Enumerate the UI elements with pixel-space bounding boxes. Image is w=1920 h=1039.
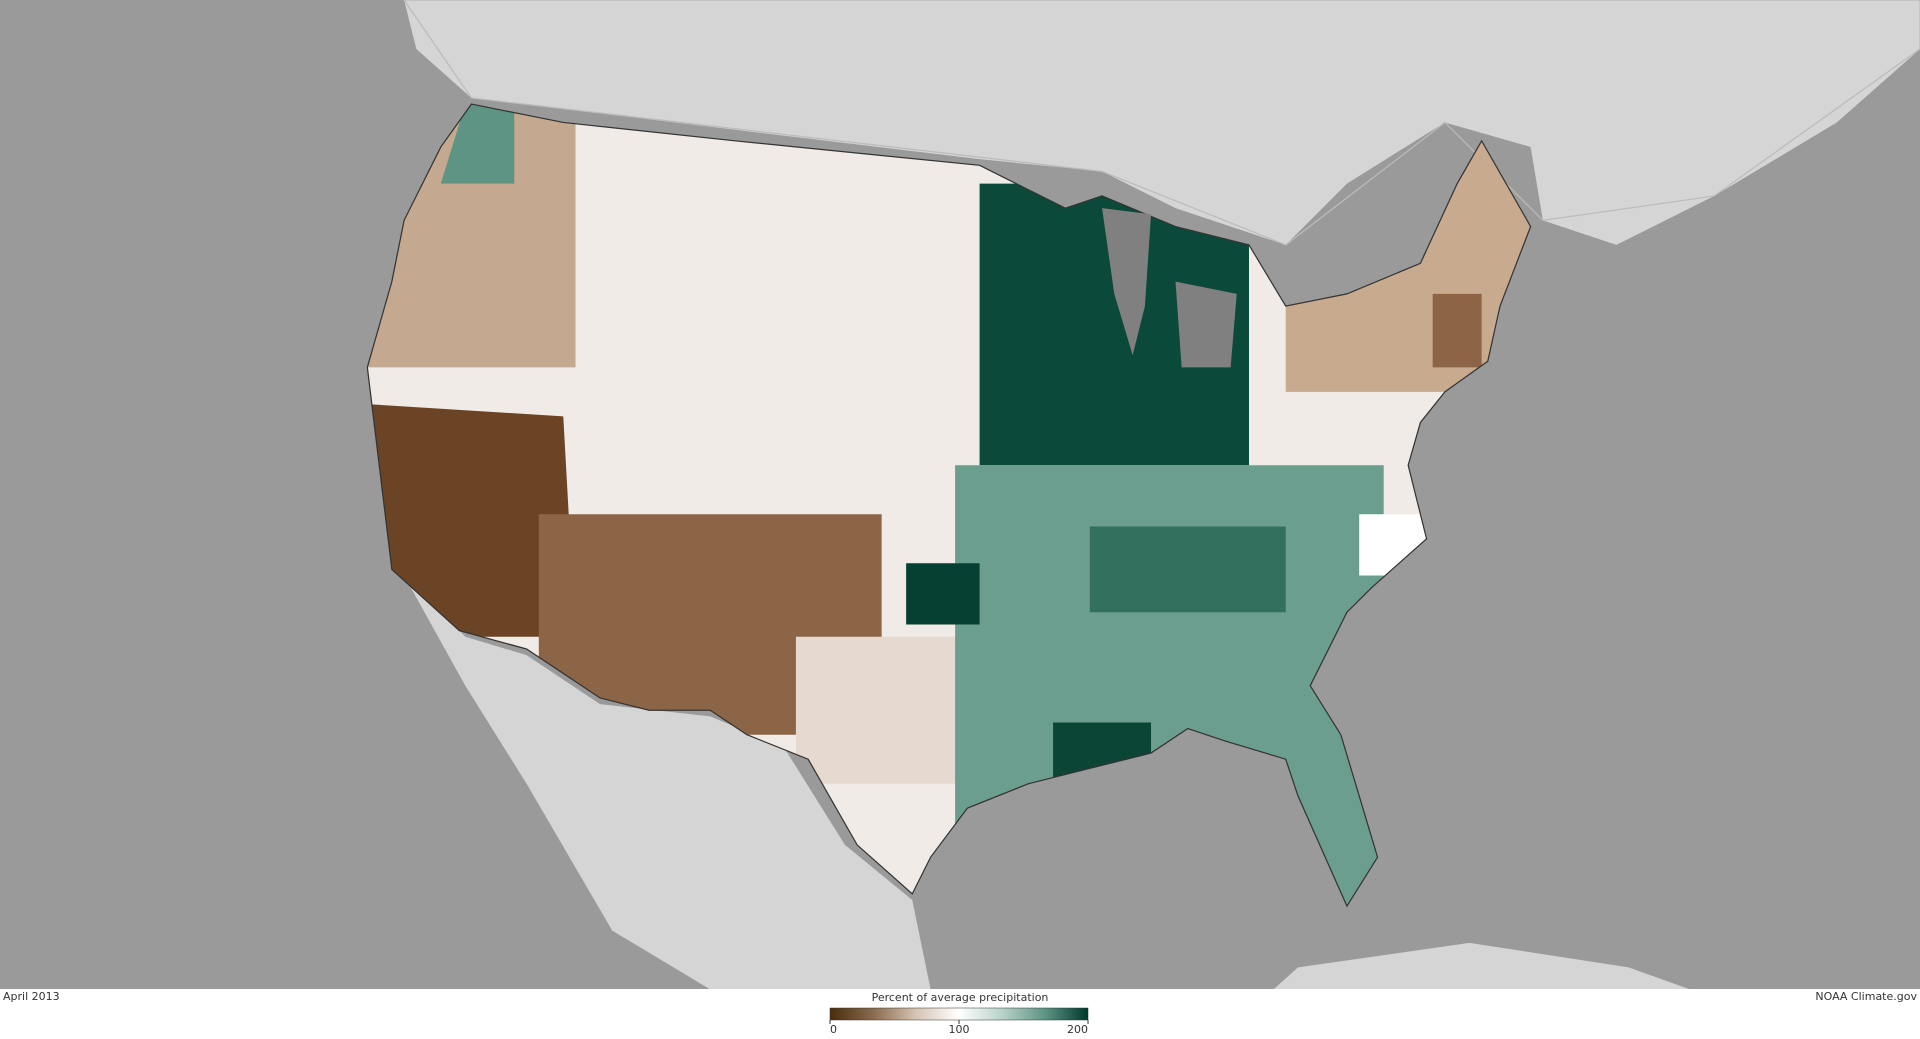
- color-bar: [829, 1007, 1089, 1021]
- us-outline: [366, 103, 1532, 908]
- credit: NOAA Climate.gov: [1815, 990, 1917, 1003]
- mexico: [404, 575, 931, 989]
- great-lakes: [1102, 208, 1237, 368]
- tick-label: 200: [1067, 1023, 1088, 1036]
- legend: Percent of average precipitation 0 100 200: [829, 992, 1089, 1036]
- tick-label: 0: [830, 1023, 837, 1036]
- map-drawing: [0, 0, 1920, 989]
- legend-title: Percent of average precipitation: [872, 992, 1049, 1004]
- tick-label: 100: [949, 1023, 970, 1036]
- cuba: [1273, 942, 1689, 989]
- map: [0, 0, 1920, 989]
- canada: [404, 0, 1920, 245]
- date-caption: April 2013: [3, 990, 60, 1003]
